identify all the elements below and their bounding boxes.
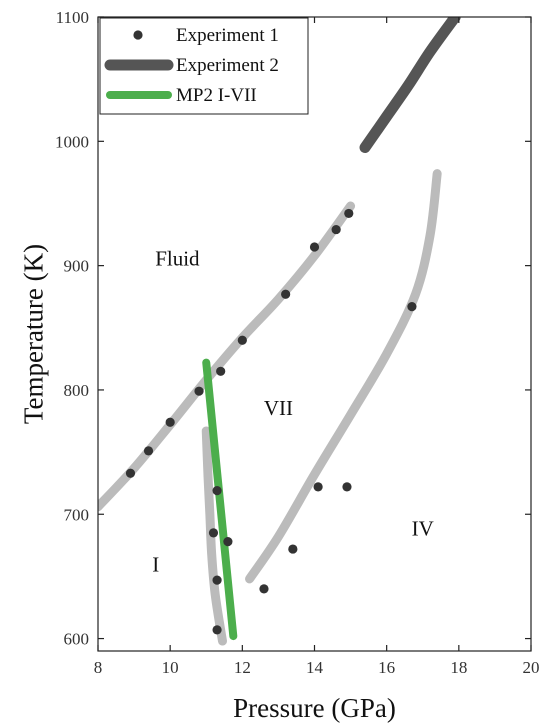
y-tick-label: 900 bbox=[64, 257, 90, 276]
legend-label-experiment-1: Experiment 1 bbox=[176, 25, 279, 46]
x-tick-label: 14 bbox=[306, 658, 324, 677]
legend-label-experiment-2: Experiment 2 bbox=[176, 55, 279, 76]
legend: Experiment 1 Experiment 2 MP2 I-VII bbox=[99, 17, 309, 115]
data-points bbox=[125, 208, 417, 635]
data-point-9 bbox=[331, 224, 341, 235]
region-labels: Fluid VII I IV bbox=[152, 247, 434, 577]
data-point-11 bbox=[212, 486, 222, 496]
data-point-19 bbox=[342, 482, 352, 492]
x-axis-title: Pressure (GPa) bbox=[233, 693, 396, 723]
y-tick-label: 1100 bbox=[56, 8, 89, 27]
series-line-mp2-i-vii bbox=[202, 358, 238, 641]
data-point-15 bbox=[212, 625, 222, 635]
series-line-experiment-2 bbox=[359, 17, 461, 154]
legend-label-mp2-i-vii: MP2 I-VII bbox=[176, 85, 257, 106]
data-point-12 bbox=[208, 528, 219, 538]
y-tick-label: 700 bbox=[64, 505, 90, 524]
x-tick-label: 20 bbox=[523, 658, 540, 677]
data-point-2 bbox=[143, 446, 154, 456]
x-tick-label: 16 bbox=[378, 658, 395, 677]
data-point-4 bbox=[194, 386, 204, 396]
data-point-16 bbox=[259, 584, 269, 594]
data-point-3 bbox=[165, 417, 175, 427]
data-point-5 bbox=[216, 366, 226, 376]
region-label-i: I bbox=[152, 552, 159, 576]
axes: 8 10 12 14 16 18 20 600 700 800 900 1000 1100 bbox=[55, 8, 540, 677]
region-label-fluid: Fluid bbox=[155, 247, 200, 271]
data-lines bbox=[202, 17, 461, 641]
y-tick-label: 600 bbox=[64, 630, 90, 649]
phase-boundary-3 bbox=[245, 169, 442, 584]
x-tick-label: 18 bbox=[450, 658, 467, 677]
data-point-8 bbox=[309, 242, 320, 252]
data-point-10 bbox=[344, 208, 354, 219]
y-tick-label: 800 bbox=[64, 381, 90, 400]
region-label-iv: IV bbox=[412, 516, 434, 540]
x-tick-label: 8 bbox=[94, 658, 103, 677]
phase-boundary-1 bbox=[98, 201, 356, 512]
region-label-vii: VII bbox=[264, 396, 293, 420]
legend-swatch-experiment-1 bbox=[133, 30, 143, 40]
data-point-13 bbox=[223, 537, 233, 547]
data-point-18 bbox=[313, 482, 323, 492]
x-tick-label: 12 bbox=[234, 658, 251, 677]
x-tick-label: 10 bbox=[162, 658, 179, 677]
data-point-1 bbox=[125, 468, 136, 478]
data-point-7 bbox=[281, 289, 291, 299]
y-tick-label: 1000 bbox=[55, 132, 89, 151]
data-point-17 bbox=[288, 544, 298, 554]
data-point-14 bbox=[212, 575, 222, 585]
data-point-6 bbox=[237, 335, 247, 345]
data-point-20 bbox=[407, 302, 417, 312]
y-axis-title: Temperature (K) bbox=[18, 244, 48, 424]
